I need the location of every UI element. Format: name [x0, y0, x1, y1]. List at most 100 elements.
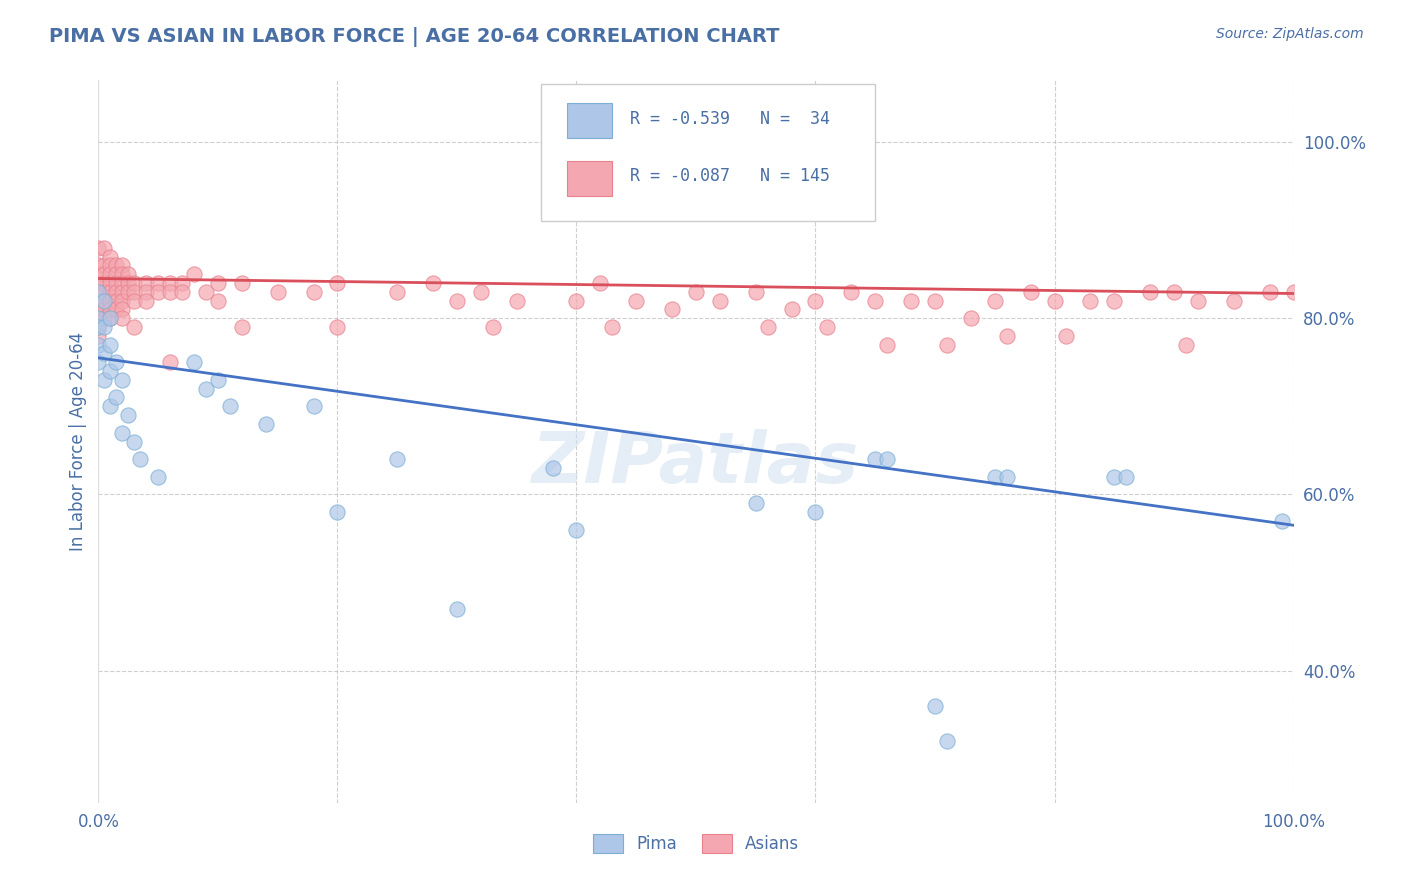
Text: R = -0.087   N = 145: R = -0.087 N = 145: [630, 168, 830, 186]
Point: [93, 302, 115, 317]
Point: [93, 293, 115, 308]
Point: [231, 276, 253, 290]
Point: [207, 293, 229, 308]
Point: [111, 293, 134, 308]
Text: R = -0.539   N =  34: R = -0.539 N = 34: [630, 110, 830, 128]
Point: [135, 293, 157, 308]
Point: [815, 320, 838, 334]
Point: [984, 293, 1007, 308]
Point: [207, 373, 229, 387]
Point: [183, 355, 205, 369]
Point: [87, 293, 110, 308]
Point: [105, 267, 128, 281]
Point: [172, 276, 194, 290]
Point: [936, 337, 959, 351]
Point: [105, 276, 128, 290]
Point: [1115, 470, 1137, 484]
Point: [195, 382, 218, 396]
Point: [105, 285, 128, 299]
Point: [98, 276, 122, 290]
FancyBboxPatch shape: [567, 103, 613, 138]
Point: [876, 452, 898, 467]
Point: [267, 285, 290, 299]
Point: [231, 320, 253, 334]
Point: [105, 355, 128, 369]
Point: [195, 285, 218, 299]
Point: [745, 496, 768, 510]
Point: [470, 285, 492, 299]
Point: [117, 267, 139, 281]
Point: [159, 276, 181, 290]
Point: [254, 417, 277, 431]
Point: [1223, 293, 1246, 308]
Point: [111, 373, 134, 387]
Point: [93, 346, 115, 360]
Point: [589, 276, 612, 290]
Text: ZIPatlas: ZIPatlas: [533, 429, 859, 498]
Point: [385, 452, 409, 467]
Legend: Pima, Asians: Pima, Asians: [586, 827, 806, 860]
Point: [745, 285, 768, 299]
Point: [446, 293, 468, 308]
Point: [93, 293, 115, 308]
Point: [960, 311, 983, 326]
Point: [111, 285, 134, 299]
Point: [93, 285, 115, 299]
Point: [105, 302, 128, 317]
Point: [98, 293, 122, 308]
Point: [995, 470, 1018, 484]
Point: [326, 276, 349, 290]
Point: [87, 285, 110, 299]
Point: [93, 267, 115, 281]
Point: [111, 267, 134, 281]
Point: [93, 320, 115, 334]
Point: [219, 399, 242, 413]
Point: [124, 285, 146, 299]
Point: [565, 293, 588, 308]
Point: [93, 241, 115, 255]
Point: [1104, 293, 1126, 308]
Point: [302, 399, 325, 413]
Point: [124, 276, 146, 290]
Point: [98, 267, 122, 281]
Point: [117, 285, 139, 299]
Point: [98, 311, 122, 326]
Point: [159, 355, 181, 369]
Point: [804, 293, 827, 308]
Point: [756, 320, 779, 334]
Point: [541, 461, 564, 475]
Y-axis label: In Labor Force | Age 20-64: In Labor Force | Age 20-64: [69, 332, 87, 551]
Point: [135, 285, 157, 299]
FancyBboxPatch shape: [541, 84, 876, 221]
Point: [111, 311, 134, 326]
Point: [565, 523, 588, 537]
Point: [172, 285, 194, 299]
Point: [148, 285, 170, 299]
Point: [87, 320, 110, 334]
Point: [98, 285, 122, 299]
Point: [87, 320, 110, 334]
Point: [936, 734, 959, 748]
Point: [385, 285, 409, 299]
Point: [105, 391, 128, 405]
Point: [87, 311, 110, 326]
Point: [1163, 285, 1185, 299]
Point: [865, 452, 887, 467]
Point: [1019, 285, 1042, 299]
Point: [98, 337, 122, 351]
Point: [135, 276, 157, 290]
Point: [87, 311, 110, 326]
Point: [93, 258, 115, 272]
Point: [111, 276, 134, 290]
Point: [87, 328, 110, 343]
Point: [326, 505, 349, 519]
Point: [111, 425, 134, 440]
Point: [995, 328, 1018, 343]
Point: [124, 320, 146, 334]
Point: [87, 241, 110, 255]
Point: [111, 302, 134, 317]
Point: [159, 285, 181, 299]
Point: [93, 276, 115, 290]
Point: [1271, 514, 1294, 528]
Point: [87, 285, 110, 299]
